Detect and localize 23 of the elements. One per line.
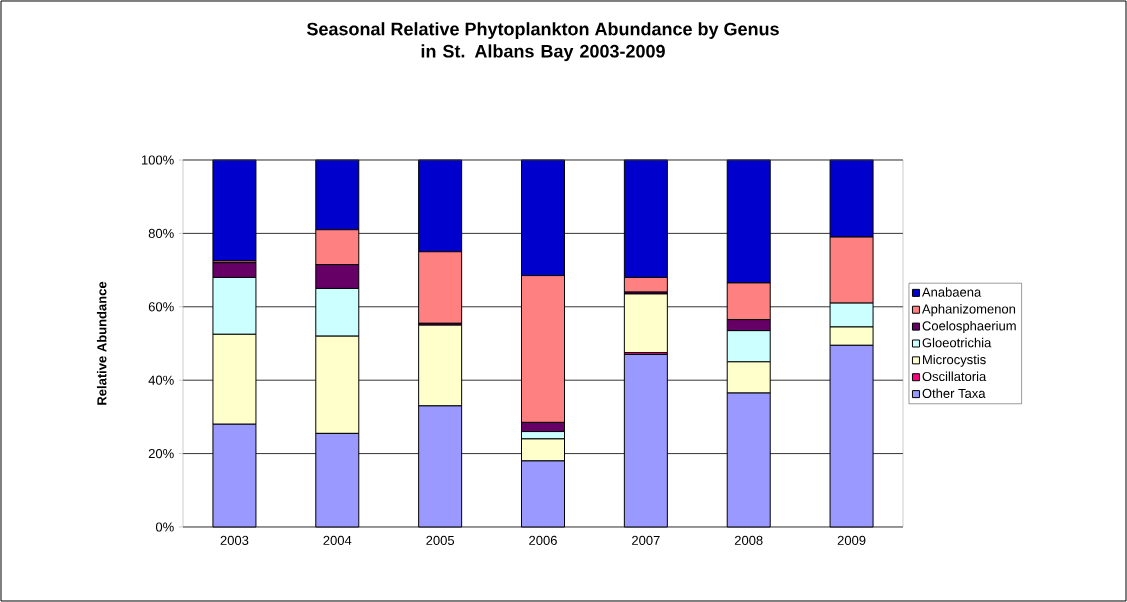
y-tick-label: 60% — [148, 302, 174, 312]
y-tick-label: 80% — [148, 228, 174, 238]
legend-label: Gloeotrichia — [922, 337, 992, 348]
x-tick-label: 2005 — [426, 535, 455, 545]
x-tick-label: 2009 — [837, 535, 866, 545]
x-tick-label: 2007 — [632, 535, 660, 545]
legend-label: Aphanizomenon — [921, 304, 1016, 317]
y-tick-label: 100% — [141, 155, 174, 165]
y-tick-label: 40% — [148, 375, 174, 385]
legend-label: Anabaena — [921, 287, 982, 297]
x-tick-label: 2006 — [529, 535, 557, 545]
legend-label: Microcystis — [923, 354, 986, 367]
y-axis-title: Relative Abundance — [96, 281, 107, 405]
chart-subtitle: in St. Albans Bay 2003-2009 — [421, 44, 665, 62]
y-tick-label: 20% — [148, 448, 174, 459]
x-tick-label: 2004 — [323, 535, 352, 545]
legend-label: Other Taxa — [922, 388, 986, 398]
legend-label: Coelosphaerium — [922, 320, 1016, 334]
x-tick-label: 2008 — [734, 535, 763, 545]
y-tick-label: 0% — [155, 522, 174, 532]
legend-label: Oscillatoria — [922, 371, 987, 382]
chart-title: Seasonal Relative Phytoplankton Abundance by Genus — [306, 22, 779, 39]
x-tick-label: 2003 — [220, 535, 249, 545]
